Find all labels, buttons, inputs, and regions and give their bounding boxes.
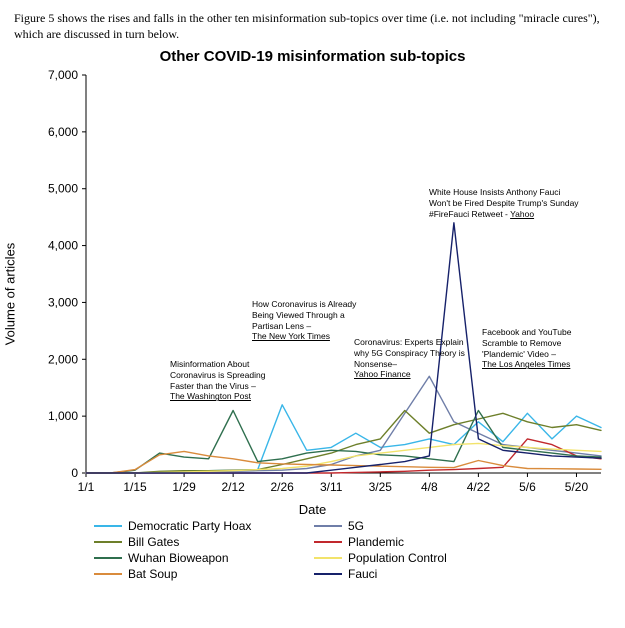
- legend-label: Democratic Party Hoax: [128, 519, 251, 533]
- legend-swatch: [94, 573, 122, 575]
- legend-item: 5G: [314, 519, 494, 533]
- chart-annotation: White House Insists Anthony Fauci Won't …: [429, 187, 579, 219]
- legend-label: Plandemic: [348, 535, 404, 549]
- chart-annotation: How Coronavirus is Already Being Viewed …: [252, 299, 360, 342]
- legend-label: Fauci: [348, 567, 377, 581]
- legend-item: Bill Gates: [94, 535, 274, 549]
- legend: Democratic Party Hoax 5G Bill Gates Plandem…: [14, 519, 611, 581]
- svg-text:2,000: 2,000: [48, 353, 78, 367]
- legend-swatch: [314, 541, 342, 543]
- legend-label: Wuhan Bioweapon: [128, 551, 229, 565]
- svg-text:4/8: 4/8: [421, 480, 438, 494]
- legend-item: Bat Soup: [94, 567, 274, 581]
- chart-annotation: Coronavirus: Experts Explain why 5G Cons…: [354, 337, 466, 380]
- svg-text:3/11: 3/11: [320, 480, 343, 494]
- x-axis-label: Date: [299, 502, 326, 517]
- chart-annotation: Facebook and YouTube Scramble to Remove …: [482, 327, 592, 370]
- legend-swatch: [94, 557, 122, 559]
- svg-text:7,000: 7,000: [48, 69, 78, 82]
- svg-text:2/12: 2/12: [221, 480, 245, 494]
- legend-item: Democratic Party Hoax: [94, 519, 274, 533]
- chart-annotation: Misinformation About Coronavirus is Spre…: [170, 359, 285, 402]
- svg-text:5/6: 5/6: [519, 480, 536, 494]
- svg-text:6,000: 6,000: [48, 125, 78, 139]
- legend-item: Plandemic: [314, 535, 494, 549]
- legend-label: Bat Soup: [128, 567, 177, 581]
- svg-text:0: 0: [71, 466, 78, 480]
- figure-caption: Figure 5 shows the rises and falls in th…: [14, 10, 611, 42]
- legend-item: Fauci: [314, 567, 494, 581]
- svg-text:1/29: 1/29: [172, 480, 196, 494]
- svg-text:1/1: 1/1: [78, 480, 95, 494]
- svg-text:5,000: 5,000: [48, 182, 78, 196]
- svg-text:3,000: 3,000: [48, 296, 78, 310]
- svg-text:1/15: 1/15: [123, 480, 147, 494]
- chart-title: Other COVID-19 misinformation sub-topics: [14, 48, 611, 65]
- svg-text:1,000: 1,000: [48, 410, 78, 424]
- svg-text:4,000: 4,000: [48, 239, 78, 253]
- legend-swatch: [94, 541, 122, 543]
- svg-text:4/22: 4/22: [467, 480, 491, 494]
- legend-label: 5G: [348, 519, 364, 533]
- chart-area: Volume of articles 01,0002,0003,0004,000…: [14, 69, 611, 519]
- chart-svg: 0 1,000 2,000 3,000 4,000 5,000 6,000 7,000 1/1 1…: [14, 69, 611, 519]
- legend-item: Wuhan Bioweapon: [94, 551, 274, 565]
- legend-swatch: [314, 557, 342, 559]
- svg-text:2/26: 2/26: [271, 480, 295, 494]
- legend-swatch: [94, 525, 122, 527]
- legend-swatch: [314, 525, 342, 527]
- svg-text:3/25: 3/25: [369, 480, 393, 494]
- legend-label: Bill Gates: [128, 535, 179, 549]
- svg-text:5/20: 5/20: [565, 480, 589, 494]
- legend-item: Population Control: [314, 551, 494, 565]
- figure-container: Figure 5 shows the rises and falls in th…: [0, 0, 625, 628]
- legend-swatch: [314, 573, 342, 575]
- legend-label: Population Control: [348, 551, 447, 565]
